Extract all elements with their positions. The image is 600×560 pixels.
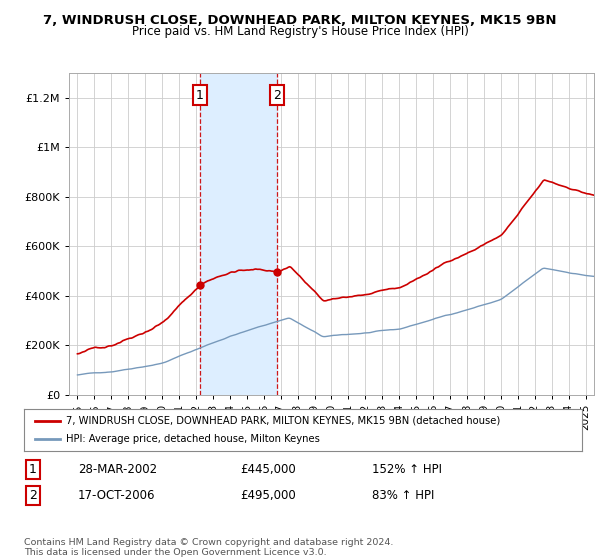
Text: Price paid vs. HM Land Registry's House Price Index (HPI): Price paid vs. HM Land Registry's House …	[131, 25, 469, 38]
Text: 28-MAR-2002: 28-MAR-2002	[78, 463, 157, 476]
Text: £445,000: £445,000	[240, 463, 296, 476]
Bar	[200, 73, 277, 395]
Text: 2: 2	[29, 489, 37, 502]
Text: Contains HM Land Registry data © Crown copyright and database right 2024.
This d: Contains HM Land Registry data © Crown c…	[24, 538, 394, 557]
Text: 7, WINDRUSH CLOSE, DOWNHEAD PARK, MILTON KEYNES, MK15 9BN: 7, WINDRUSH CLOSE, DOWNHEAD PARK, MILTON…	[43, 14, 557, 27]
Text: 7, WINDRUSH CLOSE, DOWNHEAD PARK, MILTON KEYNES, MK15 9BN (detached house): 7, WINDRUSH CLOSE, DOWNHEAD PARK, MILTON…	[66, 416, 500, 426]
Text: 1: 1	[29, 463, 37, 476]
Text: £495,000: £495,000	[240, 489, 296, 502]
Text: 83% ↑ HPI: 83% ↑ HPI	[372, 489, 434, 502]
Text: 17-OCT-2006: 17-OCT-2006	[78, 489, 155, 502]
Text: 1: 1	[196, 88, 204, 101]
Text: 2: 2	[274, 88, 281, 101]
Text: 152% ↑ HPI: 152% ↑ HPI	[372, 463, 442, 476]
Text: HPI: Average price, detached house, Milton Keynes: HPI: Average price, detached house, Milt…	[66, 434, 320, 444]
